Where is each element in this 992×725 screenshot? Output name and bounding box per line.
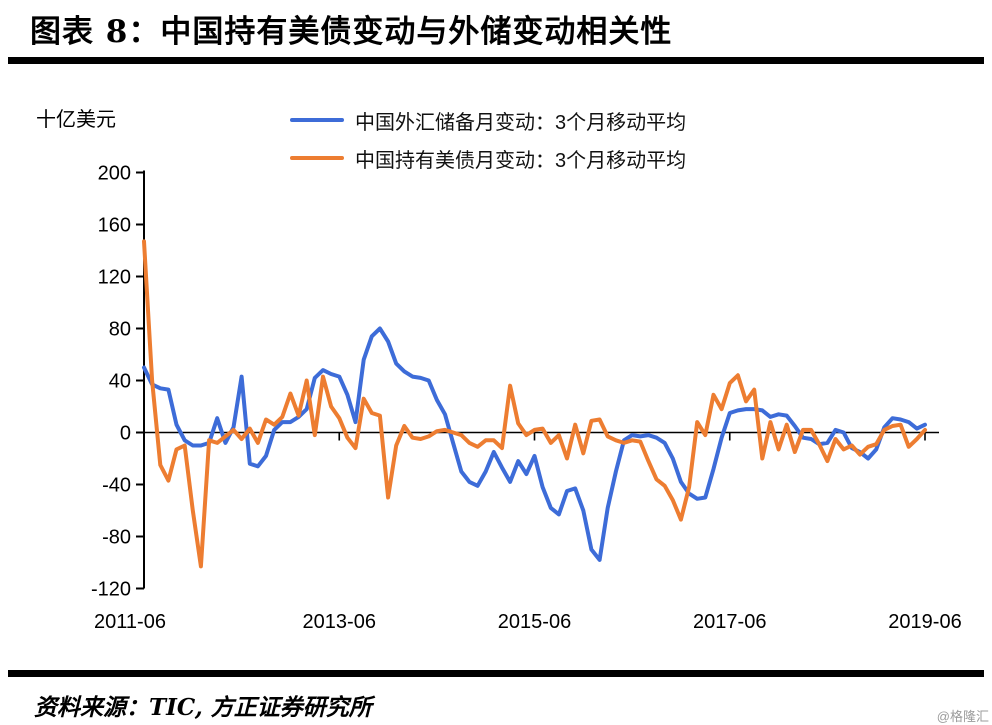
y-tick-label: -40 [102,475,131,497]
legend-label-treasury: 中国持有美债月变动：3个月移动平均 [355,149,687,172]
fx-reserves-series-line [142,326,927,562]
x-tick-label: 2013-06 [303,611,376,633]
y-tick-label: -80 [102,527,131,549]
x-tick-label: 2011-06 [94,611,166,633]
chart-legend: 中国外汇储备月变动：3个月移动平均 中国持有美债月变动：3个月移动平均 [290,105,686,181]
legend-item-fx-reserves: 中国外汇储备月变动：3个月移动平均 [290,105,686,135]
y-tick-label: 40 [109,371,131,393]
legend-item-treasury: 中国持有美债月变动：3个月移动平均 [290,143,686,173]
footer-divider [8,670,984,677]
y-tick-label: 200 [98,163,131,185]
y-axis-unit-label: 十亿美元 [36,109,116,131]
y-tick-label: -120 [91,579,131,601]
x-tick-label: 2015-06 [498,611,571,633]
y-tick-label: 80 [109,319,131,341]
y-tick-label: 0 [120,423,131,445]
legend-label-fx-reserves: 中国外汇储备月变动：3个月移动平均 [355,111,687,134]
line-chart: 200 160 120 80 40 0 -40 -80 -120 2011-06 2013-06 20… [91,163,962,634]
watermark: @格隆汇 [936,709,989,724]
page-title: 图表 8：中国持有美债变动与外储变动相关性 [30,14,673,50]
title-divider [8,57,984,64]
treasury-series-line [142,239,927,569]
source-note: 资料来源：TIC, 方正证券研究所 [34,694,372,721]
treasury-line-swatch [290,156,344,160]
y-tick-label: 160 [98,215,131,237]
fx-reserves-line-swatch [290,118,344,122]
x-tick-label: 2019-06 [888,611,961,633]
x-tick-label: 2017-06 [693,611,766,633]
y-tick-label: 120 [98,267,131,289]
